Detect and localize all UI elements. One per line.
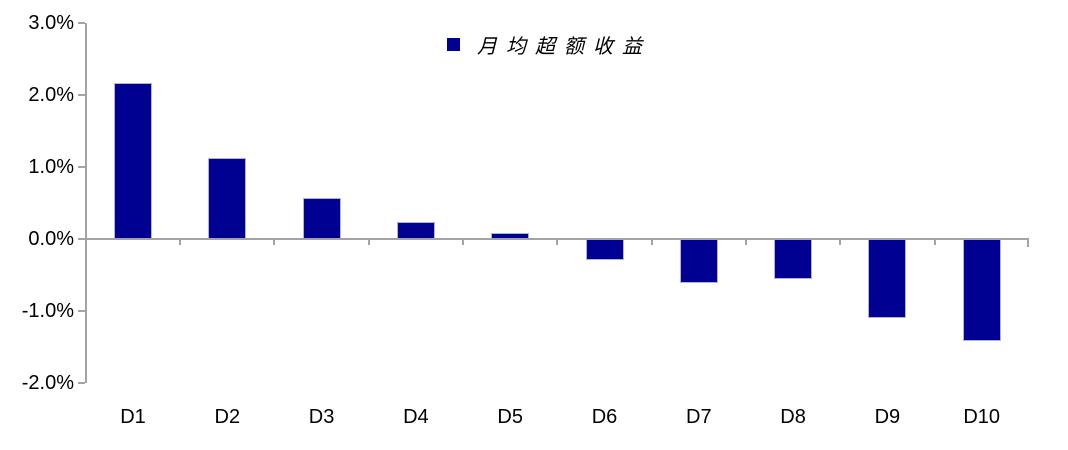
bar-D7 <box>679 239 718 283</box>
zero-axis-end-tick <box>1027 238 1029 247</box>
bar-D6 <box>585 239 624 260</box>
legend-marker-icon <box>447 38 460 51</box>
y-tick-label: -1.0% <box>21 300 74 322</box>
bar-D3 <box>302 197 341 239</box>
legend: 月均超额收益 <box>447 30 651 59</box>
x-tick-label: D5 <box>497 406 523 428</box>
y-tick <box>78 238 85 240</box>
y-tick-label: -2.0% <box>21 372 74 394</box>
x-tick <box>744 240 747 245</box>
y-axis-line <box>85 23 87 383</box>
y-tick-label: 3.0% <box>28 12 74 34</box>
y-tick <box>78 22 85 24</box>
x-tick-label: D6 <box>591 406 618 428</box>
zero-axis-line <box>85 238 1029 240</box>
x-tick-label: D10 <box>963 406 1001 428</box>
x-tick-label: D1 <box>120 406 146 428</box>
x-tick <box>650 240 653 245</box>
y-tick-label: 0.0% <box>28 228 74 250</box>
x-tick-label: D2 <box>214 406 241 428</box>
y-tick <box>78 382 85 384</box>
bar-D10 <box>962 239 1001 341</box>
legend-label: 月均超额收益 <box>477 34 651 58</box>
x-tick <box>367 240 370 245</box>
y-tick-label: 1.0% <box>28 156 74 178</box>
bar-D8 <box>774 239 813 280</box>
bar-D9 <box>868 239 907 319</box>
x-tick-label: D4 <box>403 406 429 428</box>
y-tick <box>78 94 85 96</box>
x-tick <box>556 240 559 245</box>
bar-D1 <box>114 83 152 239</box>
y-tick <box>78 310 85 312</box>
y-tick-label: 2.0% <box>28 84 74 106</box>
x-tick-label: D3 <box>308 406 335 428</box>
bar-D4 <box>396 221 435 239</box>
y-tick <box>78 166 85 168</box>
x-tick <box>179 240 182 245</box>
x-tick <box>462 240 465 245</box>
x-tick <box>933 240 936 245</box>
x-tick-label: D8 <box>780 406 806 428</box>
x-tick-label: D9 <box>874 406 901 428</box>
bar-D2 <box>208 157 247 239</box>
x-tick <box>273 240 276 245</box>
x-tick-label: D7 <box>686 406 712 428</box>
x-tick <box>839 240 842 245</box>
